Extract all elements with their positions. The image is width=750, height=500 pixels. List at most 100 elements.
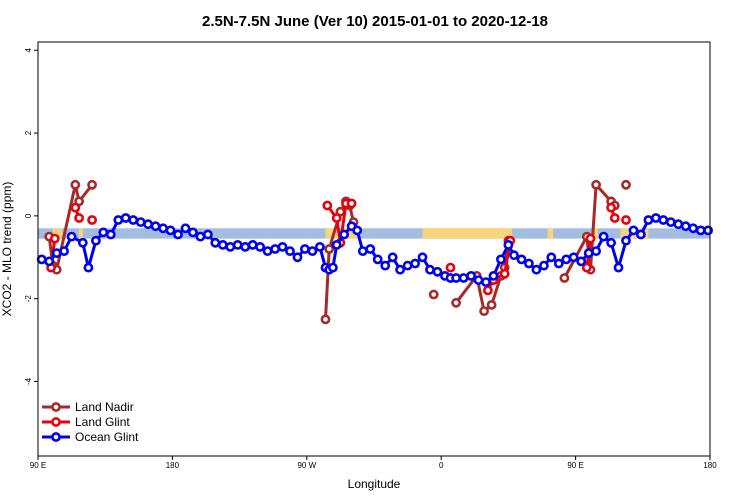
series-1-line-3 [486, 240, 512, 292]
series-0-point-16 [486, 299, 497, 310]
series-2-point-67 [516, 254, 527, 265]
y-tick-label-4: -4 [24, 377, 33, 385]
series-0-point-7 [324, 244, 335, 254]
series-2-point-24 [217, 239, 228, 250]
series-2-point-70 [539, 260, 549, 271]
series-2-point-66 [509, 250, 519, 261]
series-2-point-27 [240, 241, 251, 252]
series-2-point-5 [77, 237, 88, 248]
x-tick-label-0: 90 E [30, 461, 46, 470]
series-2-point-63 [488, 270, 499, 281]
series-2-point-40 [327, 262, 338, 273]
series-2-point-32 [277, 241, 288, 252]
land-band-4 [547, 228, 554, 239]
series-2-point-26 [232, 239, 243, 250]
x-tick-label-4: 90 E [567, 461, 583, 470]
y-axis-label: XCO2 - MLO trend (ppm) [0, 182, 14, 317]
series-1-point-1 [49, 233, 60, 244]
series-2-point-22 [202, 229, 213, 240]
series-2-point-49 [387, 252, 398, 263]
series-2-point-46 [365, 244, 376, 254]
series-2-point-61 [473, 275, 484, 285]
series-2-point-50 [395, 264, 405, 275]
y-axis: 4 2 0 -2 -4 [24, 48, 38, 385]
series-2-point-30 [262, 246, 273, 256]
series-2-point-10 [113, 215, 124, 225]
series-2-point-33 [285, 246, 295, 256]
land-band-3 [422, 228, 513, 239]
series-0-point-23 [591, 179, 601, 190]
series-2-point-45 [357, 246, 368, 256]
series-2-point-69 [531, 264, 542, 275]
series-2-point-80 [613, 262, 624, 273]
land-band-1 [79, 228, 83, 239]
series-2-point-42 [339, 229, 349, 240]
series-2-point-7 [91, 235, 101, 246]
series-2-point-53 [417, 252, 428, 263]
series-2-point-83 [636, 229, 646, 240]
series-2-point-4 [66, 231, 77, 242]
series-2-point-21 [195, 231, 206, 242]
series-2-point-60 [466, 270, 476, 281]
chart-band [38, 228, 710, 239]
y-tick-label-3: -2 [24, 295, 33, 303]
series-0-point-12 [428, 289, 439, 300]
plot-frame [37, 41, 711, 457]
series-2-point-0 [36, 254, 47, 265]
x-axis-label: Longitude [348, 477, 401, 491]
series-2-point-3 [59, 246, 69, 256]
x-tick-label-2: 90 W [297, 461, 316, 470]
series-2-point-51 [402, 260, 413, 271]
series-2-point-82 [628, 225, 639, 236]
series-2-point-8 [98, 227, 109, 238]
series-2-point-41 [331, 239, 342, 250]
land-band-0 [52, 228, 63, 239]
series-2-point-14 [143, 219, 153, 230]
series-2-point-87 [665, 217, 676, 227]
series-2-point-90 [688, 223, 699, 234]
series-2-point-6 [83, 262, 94, 273]
series-2-point-78 [598, 231, 609, 242]
series-1-point-15 [581, 262, 592, 273]
series-2-point-52 [410, 258, 420, 269]
series-2-point-89 [680, 221, 691, 232]
series-1-point-13 [499, 268, 510, 279]
series-2-point-47 [372, 254, 383, 265]
series-2-point-9 [105, 229, 116, 240]
ocean-band [38, 228, 710, 239]
series-1-point-4 [87, 215, 97, 225]
series-2-point-62 [481, 277, 491, 287]
series-2-point-58 [451, 273, 461, 283]
series-2-point-15 [150, 221, 161, 232]
series-2-point-25 [225, 241, 236, 252]
legend-label-1: Land Glint [75, 415, 130, 429]
series-1-point-3 [74, 213, 84, 223]
series-2-point-12 [128, 215, 139, 225]
series-2-point-92 [703, 225, 713, 236]
series-2 [36, 213, 713, 287]
series-0-point-15 [479, 306, 489, 316]
chart-series [36, 179, 713, 325]
series-2-point-36 [307, 246, 318, 256]
series-2-point-29 [255, 241, 265, 252]
series-0-point-3 [70, 179, 81, 190]
series-1-point-19 [621, 215, 631, 225]
land-band-5 [592, 228, 598, 239]
series-2-point-75 [576, 256, 587, 267]
series-2-point-79 [606, 237, 616, 248]
series-2-point-77 [591, 246, 601, 256]
series-1-point-17 [606, 202, 616, 213]
y-tick-label-1: 2 [24, 130, 33, 135]
series-2-point-44 [352, 225, 363, 236]
series-2-point-28 [247, 239, 258, 250]
series-2-point-65 [503, 239, 514, 250]
series-2-point-71 [546, 252, 557, 263]
x-tick-label-3: 0 [439, 461, 444, 470]
series-0-point-13 [451, 297, 461, 308]
series-2-point-86 [658, 215, 669, 225]
series-2-point-54 [425, 264, 435, 275]
series-2-point-81 [621, 235, 631, 246]
x-tick-label-1: 180 [166, 461, 180, 470]
